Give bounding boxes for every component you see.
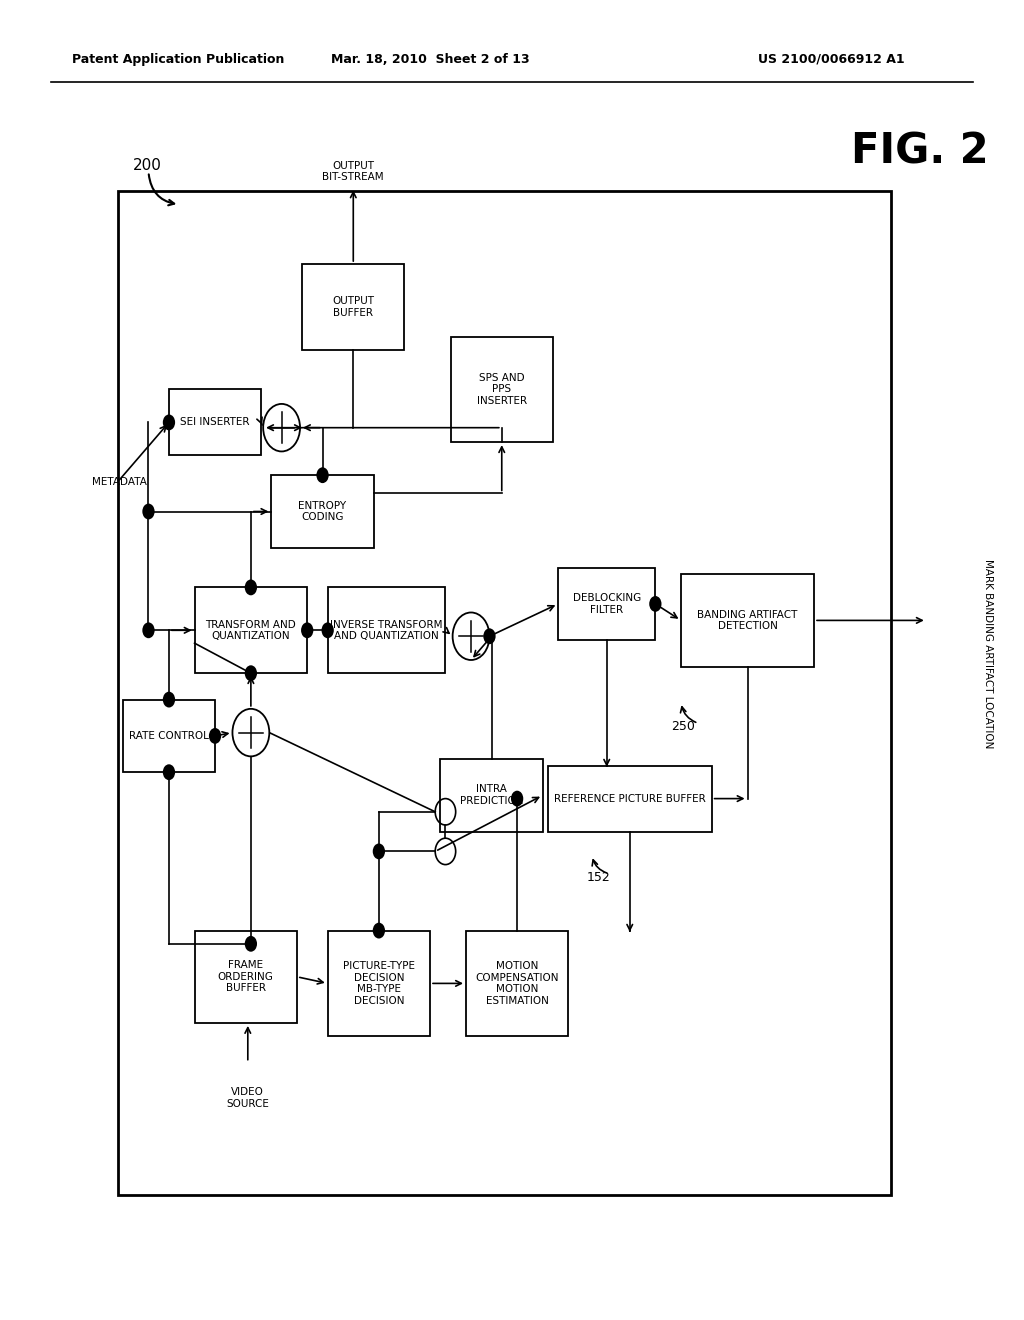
Text: 152: 152 (587, 871, 610, 884)
Text: FRAME
ORDERING
BUFFER: FRAME ORDERING BUFFER (218, 960, 273, 994)
FancyBboxPatch shape (466, 931, 568, 1036)
Text: FIG. 2: FIG. 2 (851, 131, 988, 173)
Text: PICTURE-TYPE
DECISION
MB-TYPE
DECISION: PICTURE-TYPE DECISION MB-TYPE DECISION (343, 961, 415, 1006)
Text: REFERENCE PICTURE BUFFER: REFERENCE PICTURE BUFFER (554, 793, 706, 804)
Text: SEI INSERTER: SEI INSERTER (180, 417, 250, 428)
Text: METADATA: METADATA (92, 477, 147, 487)
Text: MARK BANDING ARTIFACT LOCATION: MARK BANDING ARTIFACT LOCATION (983, 558, 993, 748)
FancyBboxPatch shape (558, 568, 655, 640)
FancyBboxPatch shape (118, 191, 891, 1195)
Circle shape (163, 764, 175, 780)
Text: VIDEO
SOURCE: VIDEO SOURCE (226, 1088, 269, 1109)
Circle shape (316, 467, 329, 483)
Circle shape (373, 923, 385, 939)
Circle shape (511, 791, 523, 807)
Circle shape (453, 612, 489, 660)
Circle shape (209, 729, 221, 743)
Circle shape (245, 665, 257, 681)
Circle shape (163, 692, 175, 708)
Text: US 2100/0066912 A1: US 2100/0066912 A1 (758, 53, 904, 66)
Text: BANDING ARTIFACT
DETECTION: BANDING ARTIFACT DETECTION (697, 610, 798, 631)
FancyBboxPatch shape (271, 475, 374, 548)
Circle shape (142, 623, 155, 639)
Circle shape (373, 843, 385, 859)
Text: RATE CONTROL: RATE CONTROL (129, 731, 209, 741)
Text: ENTROPY
CODING: ENTROPY CODING (299, 500, 346, 523)
FancyBboxPatch shape (328, 931, 430, 1036)
Text: DEBLOCKING
FILTER: DEBLOCKING FILTER (572, 593, 641, 615)
Text: MOTION
COMPENSATION
MOTION
ESTIMATION: MOTION COMPENSATION MOTION ESTIMATION (475, 961, 559, 1006)
FancyBboxPatch shape (123, 700, 215, 772)
Circle shape (649, 597, 662, 611)
Circle shape (245, 936, 257, 952)
Circle shape (163, 414, 175, 430)
FancyBboxPatch shape (681, 574, 814, 667)
Text: TRANSFORM AND
QUANTIZATION: TRANSFORM AND QUANTIZATION (206, 619, 296, 642)
FancyBboxPatch shape (548, 766, 712, 832)
Text: Patent Application Publication: Patent Application Publication (72, 53, 284, 66)
FancyBboxPatch shape (169, 389, 261, 455)
Text: OUTPUT
BUFFER: OUTPUT BUFFER (332, 296, 375, 318)
FancyBboxPatch shape (302, 264, 404, 350)
Text: 200: 200 (133, 157, 162, 173)
Circle shape (245, 579, 257, 595)
Text: 250: 250 (671, 719, 694, 733)
Text: INTRA
PREDICTION: INTRA PREDICTION (460, 784, 523, 807)
FancyBboxPatch shape (328, 587, 445, 673)
Text: Mar. 18, 2010  Sheet 2 of 13: Mar. 18, 2010 Sheet 2 of 13 (331, 53, 529, 66)
Text: INVERSE TRANSFORM
AND QUANTIZATION: INVERSE TRANSFORM AND QUANTIZATION (331, 619, 442, 642)
Circle shape (263, 404, 300, 451)
FancyBboxPatch shape (451, 337, 553, 442)
FancyBboxPatch shape (440, 759, 543, 832)
Circle shape (142, 504, 155, 520)
Text: SPS AND
PPS
INSERTER: SPS AND PPS INSERTER (477, 372, 526, 407)
FancyBboxPatch shape (195, 931, 297, 1023)
Circle shape (483, 628, 496, 644)
FancyBboxPatch shape (195, 587, 307, 673)
Circle shape (322, 623, 334, 639)
Circle shape (232, 709, 269, 756)
Text: OUTPUT
BIT-STREAM: OUTPUT BIT-STREAM (323, 161, 384, 182)
Circle shape (301, 623, 313, 639)
